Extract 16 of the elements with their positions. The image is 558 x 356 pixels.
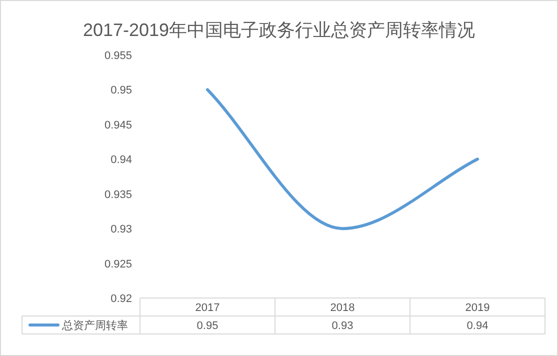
y-tick-label: 0.935 bbox=[104, 188, 132, 201]
legend-label: 总资产周转率 bbox=[61, 319, 128, 332]
x-tick-label: 2019 bbox=[465, 302, 490, 314]
y-tick-label: 0.955 bbox=[104, 50, 132, 62]
chart-title: 2017-2019年中国电子政务行业总资产周转率情况 bbox=[82, 20, 476, 40]
y-tick-label: 0.93 bbox=[110, 224, 132, 236]
data-label: 0.95 bbox=[196, 320, 218, 332]
data-label: 0.94 bbox=[466, 320, 488, 332]
data-label: 0.93 bbox=[332, 320, 354, 332]
y-tick-label: 0.925 bbox=[104, 258, 132, 270]
y-tick-label: 0.92 bbox=[110, 293, 132, 305]
y-tick-label: 0.945 bbox=[104, 119, 132, 132]
y-tick-label: 0.94 bbox=[110, 154, 132, 166]
x-tick-label: 2017 bbox=[195, 302, 220, 314]
y-tick-label: 0.95 bbox=[110, 84, 132, 97]
x-tick-label: 2018 bbox=[330, 302, 355, 314]
